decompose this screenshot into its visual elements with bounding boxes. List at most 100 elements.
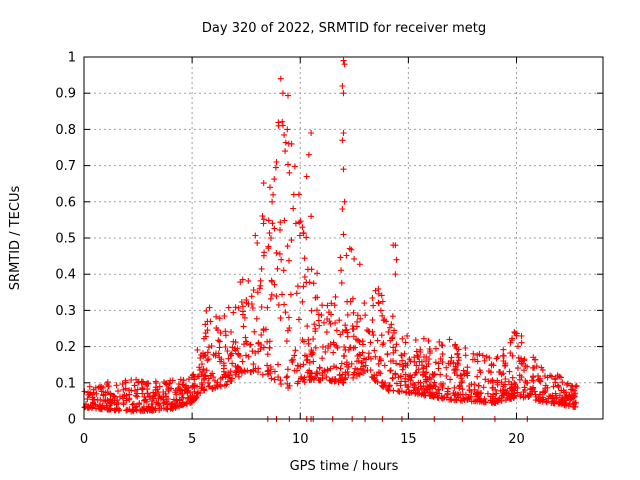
data-point — [122, 379, 129, 386]
data-point — [223, 381, 230, 388]
data-point — [458, 379, 465, 386]
data-point — [249, 305, 256, 311]
data-point — [464, 372, 471, 379]
data-point — [339, 83, 346, 89]
data-point — [208, 343, 215, 349]
data-point — [160, 405, 167, 412]
data-point — [310, 358, 317, 365]
data-point — [429, 385, 436, 392]
data-point — [304, 356, 311, 363]
data-point — [389, 335, 395, 342]
data-point — [264, 304, 271, 311]
data-point — [422, 387, 428, 394]
y-tick-label: 0.6 — [55, 195, 76, 210]
data-point — [98, 388, 105, 395]
data-point — [120, 395, 127, 402]
data-point — [420, 335, 427, 342]
data-point — [437, 371, 444, 378]
data-point — [389, 374, 396, 381]
data-point — [265, 217, 272, 224]
data-point — [493, 390, 500, 397]
data-point — [518, 339, 525, 346]
data-point — [312, 325, 319, 332]
data-point — [319, 302, 326, 309]
data-point — [502, 381, 508, 388]
data-point — [310, 336, 317, 342]
data-point — [295, 191, 302, 198]
data-point — [426, 346, 433, 352]
data-point — [230, 338, 237, 345]
data-point — [314, 294, 321, 301]
data-point — [460, 367, 467, 374]
data-point — [86, 383, 93, 390]
data-point — [454, 360, 461, 367]
data-point — [300, 229, 307, 236]
data-point — [431, 371, 438, 378]
data-point — [138, 385, 145, 391]
data-point — [273, 293, 280, 300]
data-point — [435, 386, 441, 393]
data-point — [502, 397, 509, 404]
data-point — [447, 360, 454, 367]
data-point — [117, 393, 123, 400]
plot-frame — [83, 56, 604, 420]
data-point — [341, 198, 348, 205]
data-point — [443, 373, 450, 379]
data-point — [291, 367, 298, 374]
data-point — [401, 350, 408, 357]
data-point — [107, 405, 114, 412]
data-point — [213, 313, 220, 320]
data-point — [152, 407, 159, 413]
data-point — [345, 372, 352, 378]
y-tick-label: 0.5 — [55, 232, 76, 247]
data-point — [558, 397, 565, 404]
data-point — [212, 352, 219, 359]
data-point — [306, 279, 313, 286]
y-tick-label: 0.8 — [55, 123, 76, 138]
data-point — [361, 300, 368, 307]
data-point — [310, 280, 317, 287]
data-point — [531, 364, 538, 371]
data-point — [561, 401, 568, 408]
data-point — [189, 382, 196, 389]
data-point — [490, 391, 497, 398]
y-tick-label: 0.4 — [55, 268, 76, 283]
data-point — [93, 390, 100, 397]
data-point — [351, 255, 358, 262]
data-point — [344, 311, 351, 318]
data-point — [308, 307, 315, 314]
data-point — [260, 326, 267, 333]
data-point — [202, 333, 209, 340]
data-point — [94, 397, 101, 404]
data-point — [232, 371, 239, 378]
data-point — [426, 382, 433, 389]
data-point — [440, 381, 447, 387]
data-point — [482, 398, 489, 405]
data-point — [425, 389, 432, 396]
data-point — [319, 355, 326, 362]
data-point — [265, 245, 272, 252]
data-point — [482, 376, 489, 383]
data-point — [176, 388, 183, 394]
data-point — [547, 372, 554, 379]
data-point — [222, 344, 229, 350]
data-point — [349, 325, 356, 332]
data-point — [564, 381, 570, 388]
y-tick-label: 0.1 — [55, 376, 76, 391]
data-point — [376, 356, 383, 362]
data-point — [87, 403, 94, 410]
data-point — [277, 219, 284, 226]
data-point — [408, 374, 415, 381]
data-point — [116, 406, 123, 413]
data-point — [150, 393, 156, 400]
data-point — [509, 335, 516, 342]
data-point — [497, 387, 504, 394]
data-point — [408, 389, 415, 396]
data-point — [210, 374, 217, 381]
data-point — [529, 377, 535, 384]
data-point — [424, 376, 431, 383]
data-point — [559, 379, 566, 386]
data-point — [331, 341, 338, 348]
data-point — [438, 342, 445, 349]
data-point — [285, 314, 292, 321]
